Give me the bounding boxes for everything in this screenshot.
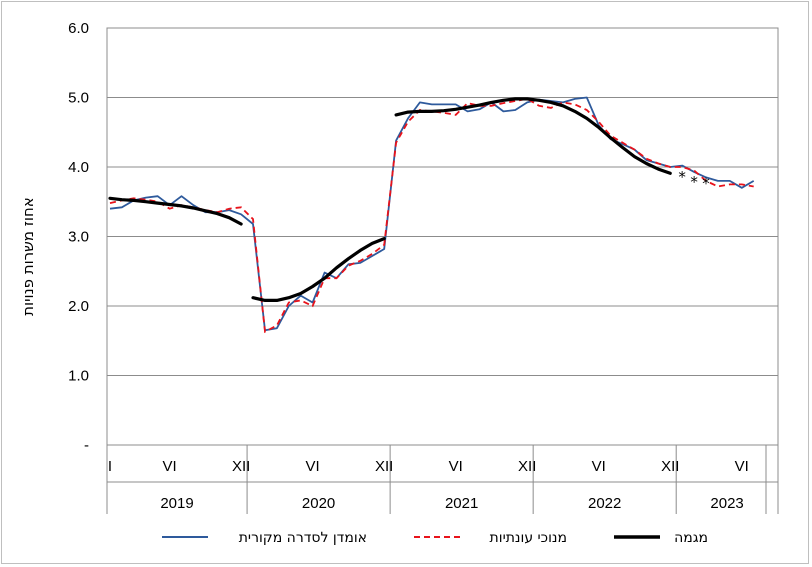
series-line-trend	[394, 97, 672, 175]
y-tick-label: 2.0	[68, 298, 89, 315]
x-tick-label: XII	[375, 458, 393, 475]
x-tick-label: XII	[661, 458, 679, 475]
x-tick-label: VI	[449, 458, 463, 475]
x-tick-label: VI	[735, 458, 749, 475]
trend-marker: *	[678, 168, 686, 186]
y-axis-label: אחוז משרות פנויות	[19, 197, 37, 316]
legend-label: אומדן לסדרה מקורית	[239, 530, 367, 546]
x-tick-label: VI	[306, 458, 320, 475]
x-tick-label: VI	[592, 458, 606, 475]
legend-label: מגמה	[674, 530, 708, 546]
year-label: 2019	[160, 495, 193, 512]
x-tick-label: XII	[518, 458, 536, 475]
trend-marker: *	[702, 174, 710, 192]
gridlines	[107, 27, 778, 376]
x-tick-label: I	[108, 458, 112, 475]
x-axis: 2019 2020 2021 2022 2023 I VI XII VI XII VI XII VI XI…	[106, 445, 779, 514]
series-line-trend	[108, 196, 243, 226]
y-tick-label: 3.0	[68, 229, 89, 246]
year-label: 2020	[302, 495, 335, 512]
plot-area-border	[106, 27, 779, 446]
y-tick-label: 5.0	[68, 90, 89, 107]
x-tick-label: XII	[232, 458, 250, 475]
series-lines: * * *	[108, 96, 755, 334]
y-tick-label: 6.0	[68, 20, 89, 37]
y-tick-label: 4.0	[68, 159, 89, 176]
series-line-original	[109, 96, 755, 332]
series-line-trend	[251, 237, 386, 302]
legend: אומדן לסדרה מקורית מנוכי עונתיות מגמה	[162, 530, 708, 546]
year-label: 2021	[445, 495, 478, 512]
trend-marker: *	[690, 173, 698, 191]
plot-border	[106, 27, 779, 446]
y-axis: - 1.0 2.0 3.0 4.0 5.0 6.0	[68, 20, 89, 454]
year-label: 2023	[710, 495, 743, 512]
legend-label: מנוכי עונתיות	[490, 530, 567, 546]
year-label: 2022	[588, 495, 621, 512]
series-line-seasonally-adjusted	[109, 97, 754, 334]
y-tick-label: -	[84, 437, 89, 454]
x-tick-label: VI	[163, 458, 177, 475]
y-tick-label: 1.0	[68, 368, 89, 385]
